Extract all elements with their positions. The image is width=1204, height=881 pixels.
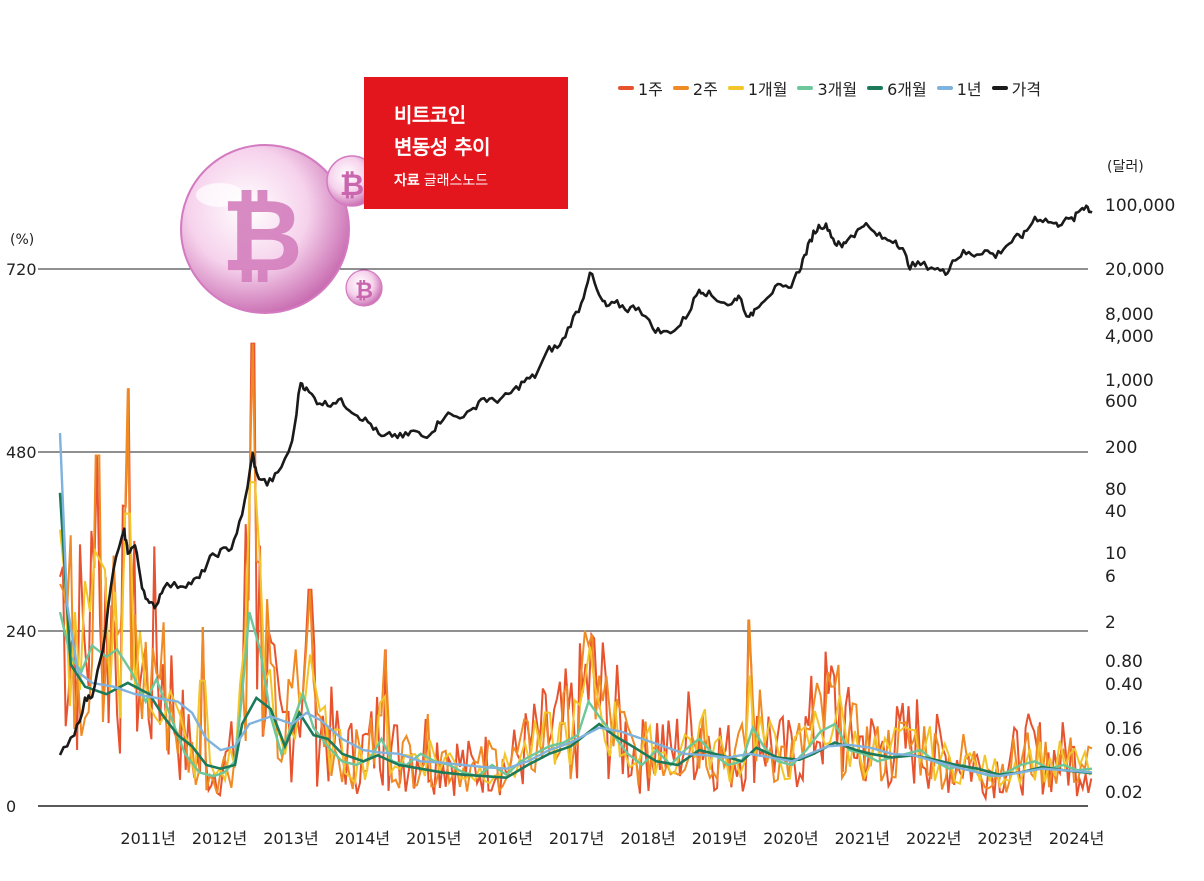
x-tick-label: 2017년 <box>549 829 604 848</box>
right-tick-label: 0.16 <box>1105 719 1143 739</box>
left-tick-label: 480 <box>6 443 37 462</box>
legend-swatch <box>797 86 814 90</box>
x-tick-label: 2020년 <box>763 829 818 848</box>
x-tick-label: 2019년 <box>692 829 747 848</box>
right-axis-unit: (달러) <box>1107 159 1144 175</box>
title-box: 비트코인 변동성 추이 자료 글래스노드 <box>364 77 568 209</box>
right-tick-label: 10 <box>1105 544 1127 564</box>
legend-item-3m: 3개월 <box>797 76 857 100</box>
source-note: 자료 글래스노드 <box>394 170 488 190</box>
legend-swatch <box>618 86 634 90</box>
legend-label: 1주 <box>638 80 663 99</box>
title-line-1: 비트코인 <box>394 103 466 127</box>
source-label: 자료 <box>394 173 420 189</box>
legend-item-1m: 1개월 <box>727 76 788 100</box>
legend-label: 6개월 <box>887 80 927 99</box>
legend-swatch <box>727 86 744 90</box>
series-1y-line <box>58 433 1093 778</box>
legend-label: 1년 <box>956 80 982 99</box>
legend-item-1w: 1주 <box>618 76 663 100</box>
series-1w-line <box>59 342 1093 802</box>
source-name: 글래스노드 <box>423 173 489 189</box>
x-tick-label: 2015년 <box>406 829 461 848</box>
right-tick-label: 8,000 <box>1105 305 1154 325</box>
svg-text:₿: ₿ <box>355 279 373 304</box>
legend: 1주 2주 1개월 3개월 6개월 1년 가격 <box>618 76 1041 100</box>
legend-label: 3개월 <box>817 80 858 99</box>
svg-text:₿: ₿ <box>221 177 303 294</box>
x-tick-label: 2024년 <box>1049 829 1104 848</box>
x-tick-label: 2011년 <box>120 829 175 848</box>
legend-label: 2주 <box>692 80 718 99</box>
series-2w-line <box>59 343 1093 794</box>
left-axis-unit: (%) <box>10 232 34 248</box>
right-tick-label: 2 <box>1105 613 1116 633</box>
left-tick-label: 240 <box>6 622 37 641</box>
right-tick-label: 6 <box>1105 567 1116 587</box>
right-tick-label: 40 <box>1105 502 1127 522</box>
right-tick-label: 100,000 <box>1105 196 1175 216</box>
legend-item-1y: 1년 <box>936 76 982 100</box>
legend-item-2w: 2주 <box>672 76 718 100</box>
left-tick-label: 0 <box>6 797 16 816</box>
bitcoin-bubble-icon: ₿ <box>180 144 350 314</box>
series-6m-line <box>58 492 1093 780</box>
right-tick-label: 0.06 <box>1105 741 1143 761</box>
right-tick-label: 20,000 <box>1105 260 1164 280</box>
x-tick-label: 2013년 <box>263 829 318 848</box>
right-tick-label: 0.80 <box>1105 652 1143 672</box>
title-line-2: 변동성 추이 <box>394 135 490 159</box>
series-price-line <box>58 204 1093 756</box>
legend-label: 1개월 <box>747 80 788 99</box>
x-tick-label: 2021년 <box>835 829 890 848</box>
legend-item-6m: 6개월 <box>867 76 927 100</box>
right-tick-label: 0.02 <box>1105 783 1143 803</box>
right-tick-label: 600 <box>1105 392 1137 412</box>
left-tick-label: 720 <box>6 260 37 279</box>
right-tick-label: 1,000 <box>1105 371 1154 391</box>
svg-text:₿: ₿ <box>340 168 364 203</box>
legend-swatch <box>867 86 884 90</box>
right-tick-label: 0.40 <box>1105 675 1143 695</box>
x-tick-label: 2023년 <box>977 829 1032 848</box>
legend-swatch <box>936 86 953 90</box>
x-tick-label: 2022년 <box>906 829 961 848</box>
bitcoin-tiny-bubble-icon: ₿ <box>345 269 383 307</box>
right-tick-label: 4,000 <box>1105 327 1154 347</box>
x-tick-label: 2018년 <box>620 829 675 848</box>
right-tick-label: 80 <box>1105 480 1127 500</box>
x-tick-label: 2016년 <box>478 829 533 848</box>
legend-swatch <box>991 86 1008 90</box>
legend-label: 가격 <box>1011 80 1042 99</box>
x-tick-label: 2014년 <box>335 829 390 848</box>
right-tick-label: 200 <box>1105 438 1137 458</box>
legend-item-price: 가격 <box>991 76 1042 100</box>
legend-swatch <box>672 86 689 90</box>
x-tick-label: 2012년 <box>192 829 247 848</box>
